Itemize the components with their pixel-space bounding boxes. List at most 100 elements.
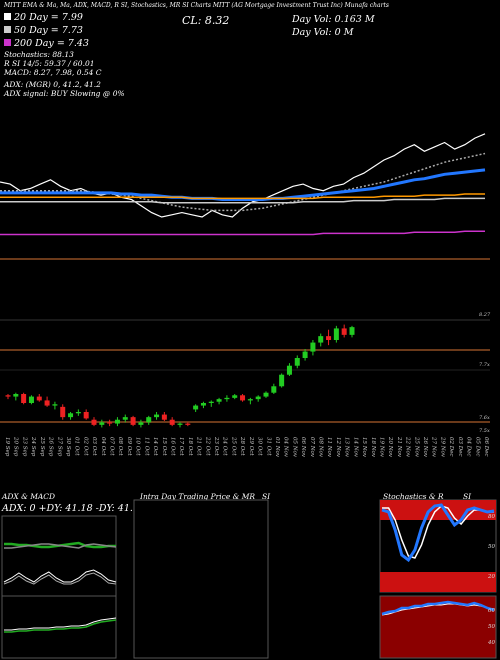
candle-body: [310, 342, 316, 352]
date-label: 27 Sep: [56, 436, 62, 457]
price-label: 7.6x: [479, 415, 490, 421]
date-label: 22 Oct: [204, 436, 210, 456]
candle-body: [247, 399, 253, 401]
date-label: 01 Nov: [274, 437, 280, 458]
price-axis: 8.27 7.7x 7.6x 7.5x: [479, 312, 491, 434]
date-label: 20 Nov: [387, 436, 393, 458]
ma-lines: [0, 133, 486, 236]
date-axis: 19 Sep 20 Sep 23 Sep 24 Sep 25 Sep 26 Sep 27 S…: [4, 436, 489, 458]
date-label: 08 Nov: [318, 437, 324, 458]
candle-body: [28, 396, 34, 403]
candle-body: [177, 423, 183, 425]
legend-swatch-200: [4, 39, 11, 46]
date-label: 26 Nov: [422, 436, 428, 458]
candle-body: [21, 394, 27, 403]
candle-body: [294, 358, 300, 366]
candle-body: [232, 395, 238, 398]
candle-body: [302, 351, 308, 358]
candle-body: [200, 403, 206, 406]
candle-body: [271, 386, 277, 393]
stoch-panel-si: SI: [463, 492, 472, 501]
candle-body: [216, 399, 222, 402]
candle-body: [146, 417, 152, 423]
date-label: 04 Nov: [283, 437, 289, 458]
candle-body: [161, 414, 167, 420]
stoch-panel-title: Stochastics & R: [383, 492, 444, 501]
stoch-lines: [381, 503, 495, 616]
adx-value: ADX: (MGR) 0, 41.2, 41.2: [4, 80, 101, 89]
candle-body: [208, 401, 214, 403]
candle-body: [5, 395, 11, 397]
date-label: 04 Dec: [466, 437, 472, 457]
close-price: CL: 8.32: [182, 14, 230, 27]
candle-body: [318, 336, 324, 343]
stoch-level-label: 80: [488, 514, 495, 520]
legend-50-label: 50 Day = 7.73: [14, 25, 83, 36]
date-label: 14 Nov: [352, 437, 358, 458]
date-label: 21 Oct: [196, 436, 202, 456]
price-label: 7.7x: [479, 362, 490, 368]
date-label: 30 Sep: [65, 437, 71, 457]
intra-panel-title: Intra Day Trading Price & MR: [140, 492, 256, 501]
band-divider-1: [0, 258, 490, 260]
chart-top-line: MITT EMA & Ma, Ma, ADX, MACD, R SI, Stoc…: [4, 2, 389, 9]
date-label: 19 Nov: [379, 437, 385, 458]
candle-body: [341, 328, 347, 335]
date-label: 13 Nov: [344, 437, 350, 458]
rsi-level-label: 40: [487, 640, 495, 646]
legend-200-label: 200 Day = 7.43: [14, 38, 89, 49]
date-label: 05 Nov: [291, 437, 297, 458]
date-label: 25 Sep: [39, 436, 45, 457]
date-label: 09 Oct: [126, 437, 132, 456]
ma-line-close: [0, 133, 486, 218]
date-label: 17 Oct: [178, 437, 184, 456]
date-label: 23 Oct: [213, 436, 219, 456]
price-label: 7.5x: [479, 428, 490, 434]
candle-body: [279, 374, 285, 387]
date-label: 30 Oct: [257, 437, 263, 456]
stoch-d-line: [382, 505, 494, 559]
date-label: 23 Sep: [21, 436, 27, 457]
adx-panel-values: ADX: 0 +DY: 41.18 -DY: 41.18: [2, 503, 145, 514]
day-volume-2: Day Vol: 0 M: [292, 27, 354, 38]
candle-body: [99, 422, 105, 425]
candle-body: [83, 412, 89, 419]
date-label: 16 Oct: [170, 437, 176, 456]
band-divider-3: [0, 421, 490, 423]
candle-body: [193, 405, 199, 410]
rsi-level-label: 60: [488, 608, 495, 614]
date-label: 01 Oct: [74, 437, 80, 456]
date-label: 11 Oct: [143, 437, 149, 456]
date-label: 18 Nov: [370, 437, 376, 458]
macd-value: MACD: 8.27, 7.98, 0.54 C: [4, 68, 102, 77]
candle-body: [52, 404, 58, 406]
date-label: 26 Sep: [48, 436, 54, 457]
date-label: 11 Nov: [326, 437, 332, 458]
stoch-k-line: [381, 503, 495, 563]
adx-signal: ADX signal: BUY Slowing @ 0%: [4, 89, 125, 98]
date-label: 22 Nov: [405, 436, 411, 458]
legend-swatch-50: [4, 26, 11, 33]
ma-line-orange-ma: [0, 193, 485, 200]
day-volume: Day Vol: 0.163 M: [292, 14, 375, 25]
candle-body: [263, 392, 269, 397]
date-label: 27 Nov: [431, 436, 437, 458]
intra-panel-frame: [133, 499, 269, 659]
adx-minus-line: [4, 543, 117, 549]
macd-signal-line: [3, 572, 117, 585]
ma-line-50-day: [0, 197, 485, 204]
stoch-lower-band: [380, 572, 496, 592]
date-label: 03 Oct: [91, 437, 97, 456]
legend-50-day: 50 Day = 7.73: [4, 25, 83, 36]
stoch-level-label: 50: [488, 544, 495, 550]
stoch-axis-labels: 80 50 20 60 50 40: [487, 514, 495, 646]
adx-lines: [3, 541, 117, 633]
macd-line: [3, 569, 117, 583]
legend-swatch-20: [4, 13, 11, 20]
date-label: 15 Nov: [361, 437, 367, 458]
candle-body: [185, 423, 191, 425]
legend-200-day: 200 Day = 7.43: [4, 38, 89, 49]
candle-body: [122, 417, 128, 420]
